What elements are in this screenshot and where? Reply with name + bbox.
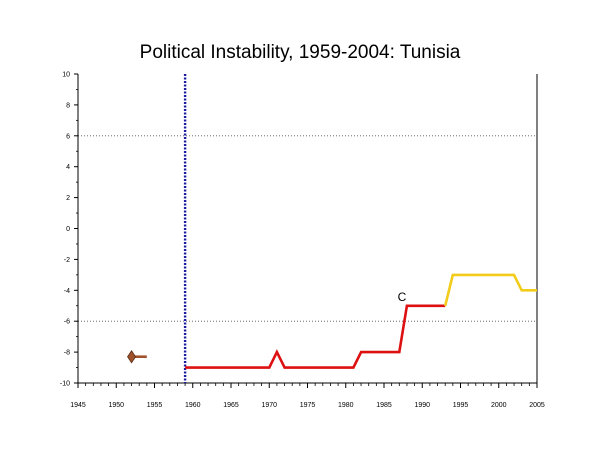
y-tick-label: -4	[64, 288, 70, 295]
annotations: C	[398, 290, 407, 304]
y-tick-label: -6	[64, 319, 70, 326]
series-line-2	[185, 304, 446, 369]
x-tick-label: 1995	[453, 402, 469, 409]
y-tick-label: -2	[64, 257, 70, 264]
annotation-label: C	[398, 290, 407, 304]
y-tick-label: -8	[64, 350, 70, 357]
x-tick-label: 2000	[491, 402, 507, 409]
x-tick-label: 1970	[261, 402, 277, 409]
x-tick-label: 1990	[414, 402, 430, 409]
x-tick-label: 1945	[70, 402, 86, 409]
diamond-marker	[127, 350, 137, 364]
y-tick-label: 10	[62, 72, 70, 79]
x-tick-label: 1965	[223, 402, 239, 409]
chart-title: Political Instability, 1959-2004: Tunisi…	[139, 42, 461, 63]
x-tick-label: 1960	[185, 402, 201, 409]
x-tick-label: 1980	[338, 402, 354, 409]
x-tick-label: 1955	[147, 402, 163, 409]
y-tick-label: 4	[66, 164, 70, 171]
reference-lines	[78, 135, 537, 322]
axes	[77, 74, 538, 384]
y-tick-label: 2	[66, 195, 70, 202]
y-tick-label: 0	[66, 226, 70, 233]
x-tick-label: 1985	[376, 402, 392, 409]
y-tick-label: -10	[60, 381, 70, 388]
series	[127, 74, 537, 383]
x-tick-label: 1975	[300, 402, 316, 409]
y-tick-label: 6	[66, 133, 70, 140]
series-line-3	[443, 273, 537, 307]
x-tick-label: 1950	[108, 402, 124, 409]
x-tick-label: 2005	[529, 402, 545, 409]
ticks: -10 -8 -6 -4 -2 0 2 4 6 8 10 1945 1950 1955 1960 1965 19…	[60, 72, 545, 410]
y-tick-label: 8	[66, 102, 70, 109]
